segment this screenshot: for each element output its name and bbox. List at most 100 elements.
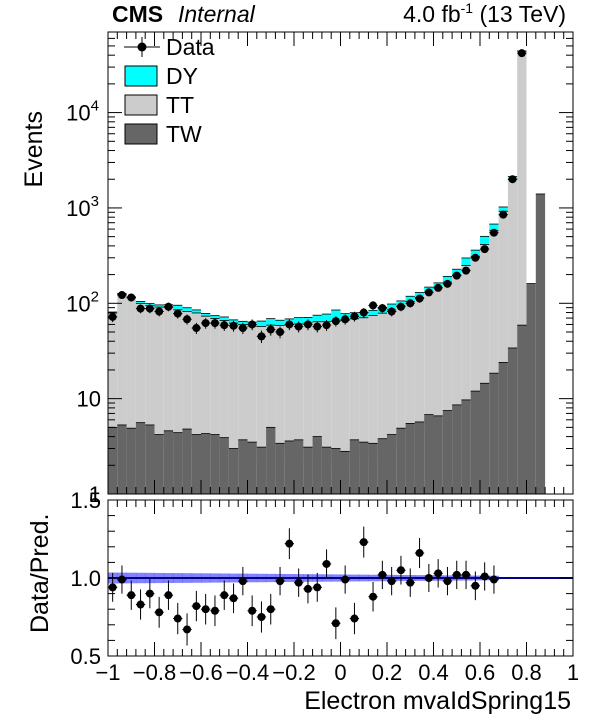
data-point [480,245,489,254]
tw-bar [424,414,434,494]
tw-bar [340,451,350,494]
data-point [350,312,359,321]
tw-bar [321,447,332,494]
ratio-point [257,613,266,621]
ratio-point [117,575,126,584]
tw-bar [256,447,267,494]
dy-bar [405,296,415,302]
tw-bar [126,428,136,494]
ratio-y-tick-label: 0.5 [70,644,101,669]
x-tick-label: 0.8 [511,660,542,685]
data-point [443,279,452,288]
x-tick-label: 0.4 [418,660,449,685]
data-point [201,319,210,328]
data-point [415,294,424,303]
tt-bar [191,312,201,446]
dy-bar [266,318,276,326]
data-point [489,228,498,237]
tw-bar [387,434,397,494]
y-tick-label: 10 [77,387,101,412]
data-point [331,317,340,326]
tt-bar [405,301,415,432]
cms-label: CMS [112,1,163,27]
data-point [341,315,350,324]
x-tick-label: −0.4 [226,660,269,685]
tw-bar [535,193,546,495]
ratio-point [201,605,210,614]
data-point [424,288,433,297]
tt-bar [452,275,462,411]
dy-bar [489,224,499,231]
tt-bar [498,211,508,365]
dy-bar [191,309,201,313]
x-tick-label: 0.6 [465,660,496,685]
tw-bar [145,424,155,494]
tw-bar [303,447,313,494]
data-point [517,49,526,58]
data-point [136,304,145,313]
dy-bar [154,304,164,308]
ratio-point [452,570,461,579]
data-point [313,322,322,331]
dy-bar [480,236,490,245]
legend-label-data: Data [166,34,215,60]
tt-bar [470,256,480,395]
tt-bar [480,244,490,387]
internal-label: Internal [178,1,256,27]
data-point [378,304,387,313]
y-tick-label: 1 [89,482,101,507]
data-point [462,266,471,275]
tt-bar [340,320,350,470]
x-tick-label: −0.2 [272,660,315,685]
data-point [238,324,247,333]
tw-bar [117,424,127,494]
tt-bar [461,265,471,405]
tw-bar [154,434,164,494]
ratio-point [136,600,145,609]
ratio-point [210,606,219,615]
data-points [108,49,527,344]
ratio-point [350,614,359,623]
ratio-points [108,526,499,646]
data-point [359,308,368,317]
tw-bar [266,427,276,494]
dy-bar [182,307,192,312]
data-point [220,321,229,330]
tt-bar [219,320,229,450]
dy-bar [461,257,471,266]
dy-bar [201,313,211,317]
x-tick-label: −1 [95,660,120,685]
legend-swatch-tw [124,123,158,145]
ratio-point [396,566,405,575]
tt-bar [442,282,453,417]
y-tick-label: 102 [66,288,99,316]
ratio-point [359,538,368,547]
tt-bar [173,309,183,444]
ratio-point [127,591,136,600]
tt-bar [414,297,425,430]
legend-label-tw: TW [166,121,202,147]
tw-bar [396,428,406,494]
dy-bar [219,316,229,321]
ratio-point [220,591,229,600]
ratio-point [471,581,480,590]
data-point [285,320,294,329]
x-tick-label: −0.6 [179,660,222,685]
ratio-y-tick-label: 1.5 [70,488,101,513]
ratio-point [480,572,489,581]
tt-bar [135,303,146,431]
tt-bar [182,311,192,439]
data-point [452,271,461,280]
x-tick-label: 1 [567,660,579,685]
legend-label-dy: DY [166,63,198,89]
tt-bar [247,326,257,457]
main-panel: 1 10 102 103 104 Events Data DY TT TW [20,31,574,507]
tw-bar [312,436,322,494]
tt-bar [349,318,360,453]
data-point [117,291,126,300]
tw-bar [219,437,229,494]
tt-bar [303,323,313,464]
ratio-point [387,577,396,586]
ratio-point [294,578,303,587]
tt-bar [163,307,174,441]
